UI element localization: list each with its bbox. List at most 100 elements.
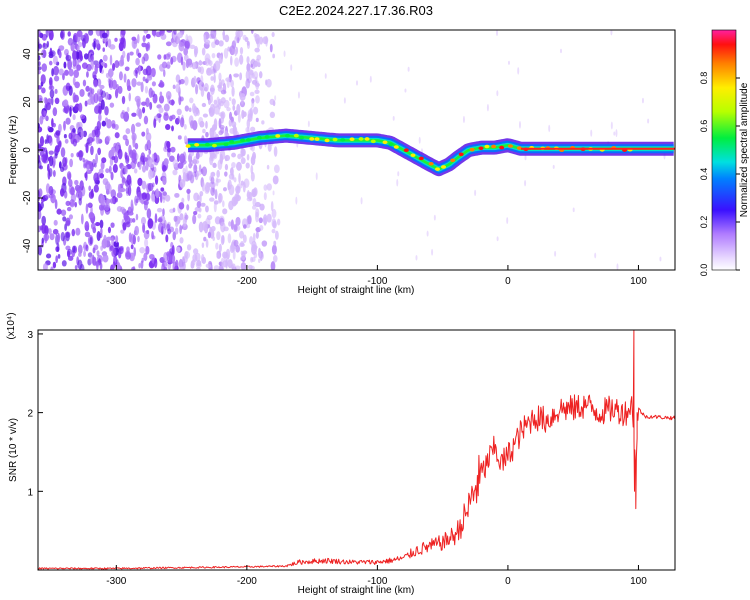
noise-speckle bbox=[179, 237, 184, 244]
noise-speckle bbox=[60, 209, 67, 216]
noise-speckle bbox=[86, 164, 90, 173]
noise-speckle bbox=[212, 162, 217, 169]
noise-speckle bbox=[40, 74, 46, 85]
noise-speckle bbox=[216, 231, 221, 241]
noise-speckle bbox=[85, 203, 89, 214]
noise-speckle bbox=[572, 207, 575, 213]
noise-speckle bbox=[254, 89, 260, 94]
noise-speckle bbox=[87, 202, 93, 208]
noise-speckle bbox=[210, 171, 216, 177]
noise-speckle bbox=[99, 173, 105, 179]
noise-speckle bbox=[41, 223, 47, 234]
noise-speckle bbox=[76, 187, 82, 193]
noise-speckle bbox=[149, 253, 155, 260]
noise-speckle bbox=[63, 134, 67, 139]
noise-speckle bbox=[139, 246, 146, 254]
noise-speckle bbox=[131, 112, 137, 117]
noise-speckle bbox=[151, 230, 154, 240]
noise-speckle bbox=[94, 162, 97, 168]
noise-speckle bbox=[57, 232, 60, 243]
noise-speckle bbox=[169, 99, 175, 106]
noise-speckle bbox=[59, 31, 64, 39]
noise-speckle bbox=[163, 113, 169, 121]
noise-speckle bbox=[117, 183, 121, 194]
noise-speckle bbox=[147, 218, 154, 229]
colorbar-label: Normalized spectral amplitude bbox=[739, 82, 750, 217]
noise-speckle bbox=[232, 249, 236, 260]
noise-speckle bbox=[169, 115, 173, 122]
noise-speckle bbox=[141, 131, 146, 137]
noise-speckle bbox=[162, 164, 167, 172]
noise-speckle bbox=[272, 254, 278, 263]
noise-speckle bbox=[178, 95, 182, 106]
noise-speckle bbox=[107, 68, 114, 78]
noise-speckle bbox=[93, 92, 99, 104]
noise-speckle bbox=[195, 262, 202, 268]
noise-speckle bbox=[171, 245, 175, 256]
noise-speckle bbox=[66, 206, 72, 212]
noise-speckle bbox=[47, 156, 52, 162]
noise-speckle bbox=[83, 163, 87, 169]
noise-speckle bbox=[206, 182, 212, 188]
noise-speckle bbox=[189, 174, 195, 184]
noise-speckle bbox=[114, 37, 118, 42]
snr-y-tick-label: 2 bbox=[27, 409, 33, 420]
colorbar-tick-label: 0.2 bbox=[699, 216, 709, 229]
spectrogram-x-tick-label: -300 bbox=[106, 276, 126, 287]
spectrogram-x-ticks: -300 -200 -100 0 100 bbox=[106, 265, 647, 287]
noise-speckle bbox=[114, 150, 119, 156]
noise-speckle bbox=[38, 142, 41, 153]
noise-speckle bbox=[76, 64, 82, 71]
noise-speckle bbox=[38, 70, 41, 75]
noise-speckle bbox=[134, 95, 141, 103]
noise-speckle bbox=[242, 234, 247, 243]
spectrogram-y-tick-label: -40 bbox=[22, 238, 33, 253]
signal-hot-spot bbox=[507, 144, 513, 148]
noise-speckle bbox=[164, 53, 171, 60]
signal-hot-spot bbox=[284, 133, 290, 138]
noise-speckle bbox=[60, 231, 65, 242]
noise-speckle bbox=[160, 187, 165, 192]
noise-speckle bbox=[324, 73, 327, 79]
noise-speckle bbox=[199, 66, 205, 75]
noise-speckle bbox=[90, 145, 94, 156]
noise-speckle bbox=[102, 254, 109, 263]
noise-speckle bbox=[88, 191, 95, 199]
noise-speckle bbox=[496, 30, 499, 36]
noise-speckle bbox=[101, 157, 107, 164]
noise-speckle bbox=[220, 221, 226, 233]
noise-speckle bbox=[418, 136, 421, 144]
noise-speckle bbox=[265, 79, 268, 86]
noise-speckle bbox=[207, 231, 212, 239]
noise-speckle bbox=[131, 38, 138, 50]
noise-speckle bbox=[343, 97, 346, 104]
noise-speckle bbox=[147, 182, 154, 192]
noise-speckle bbox=[224, 163, 229, 171]
noise-speckle bbox=[200, 87, 205, 97]
noise-speckle bbox=[98, 113, 102, 122]
noise-speckle bbox=[65, 217, 71, 227]
noise-speckle bbox=[79, 180, 84, 191]
noise-speckle bbox=[229, 45, 236, 56]
noise-speckle bbox=[99, 219, 104, 229]
noise-speckle bbox=[111, 156, 116, 161]
noise-speckle bbox=[177, 32, 183, 39]
noise-speckle bbox=[184, 251, 191, 260]
noise-speckle bbox=[123, 73, 127, 83]
noise-speckle bbox=[45, 253, 52, 259]
noise-speckle bbox=[101, 238, 108, 249]
noise-speckle bbox=[239, 93, 246, 101]
noise-speckle bbox=[213, 73, 216, 83]
noise-speckle bbox=[105, 135, 111, 142]
noise-speckle bbox=[272, 100, 276, 107]
noise-speckle bbox=[75, 49, 80, 60]
snr-y-tick-label: 1 bbox=[27, 487, 33, 498]
noise-speckle bbox=[131, 123, 136, 135]
noise-speckle bbox=[240, 241, 244, 247]
noise-speckle bbox=[62, 156, 67, 168]
noise-speckle bbox=[222, 187, 227, 192]
noise-speckle bbox=[238, 173, 241, 184]
noise-speckle bbox=[274, 230, 279, 240]
noise-speckle bbox=[72, 138, 78, 147]
noise-speckle bbox=[231, 152, 237, 158]
